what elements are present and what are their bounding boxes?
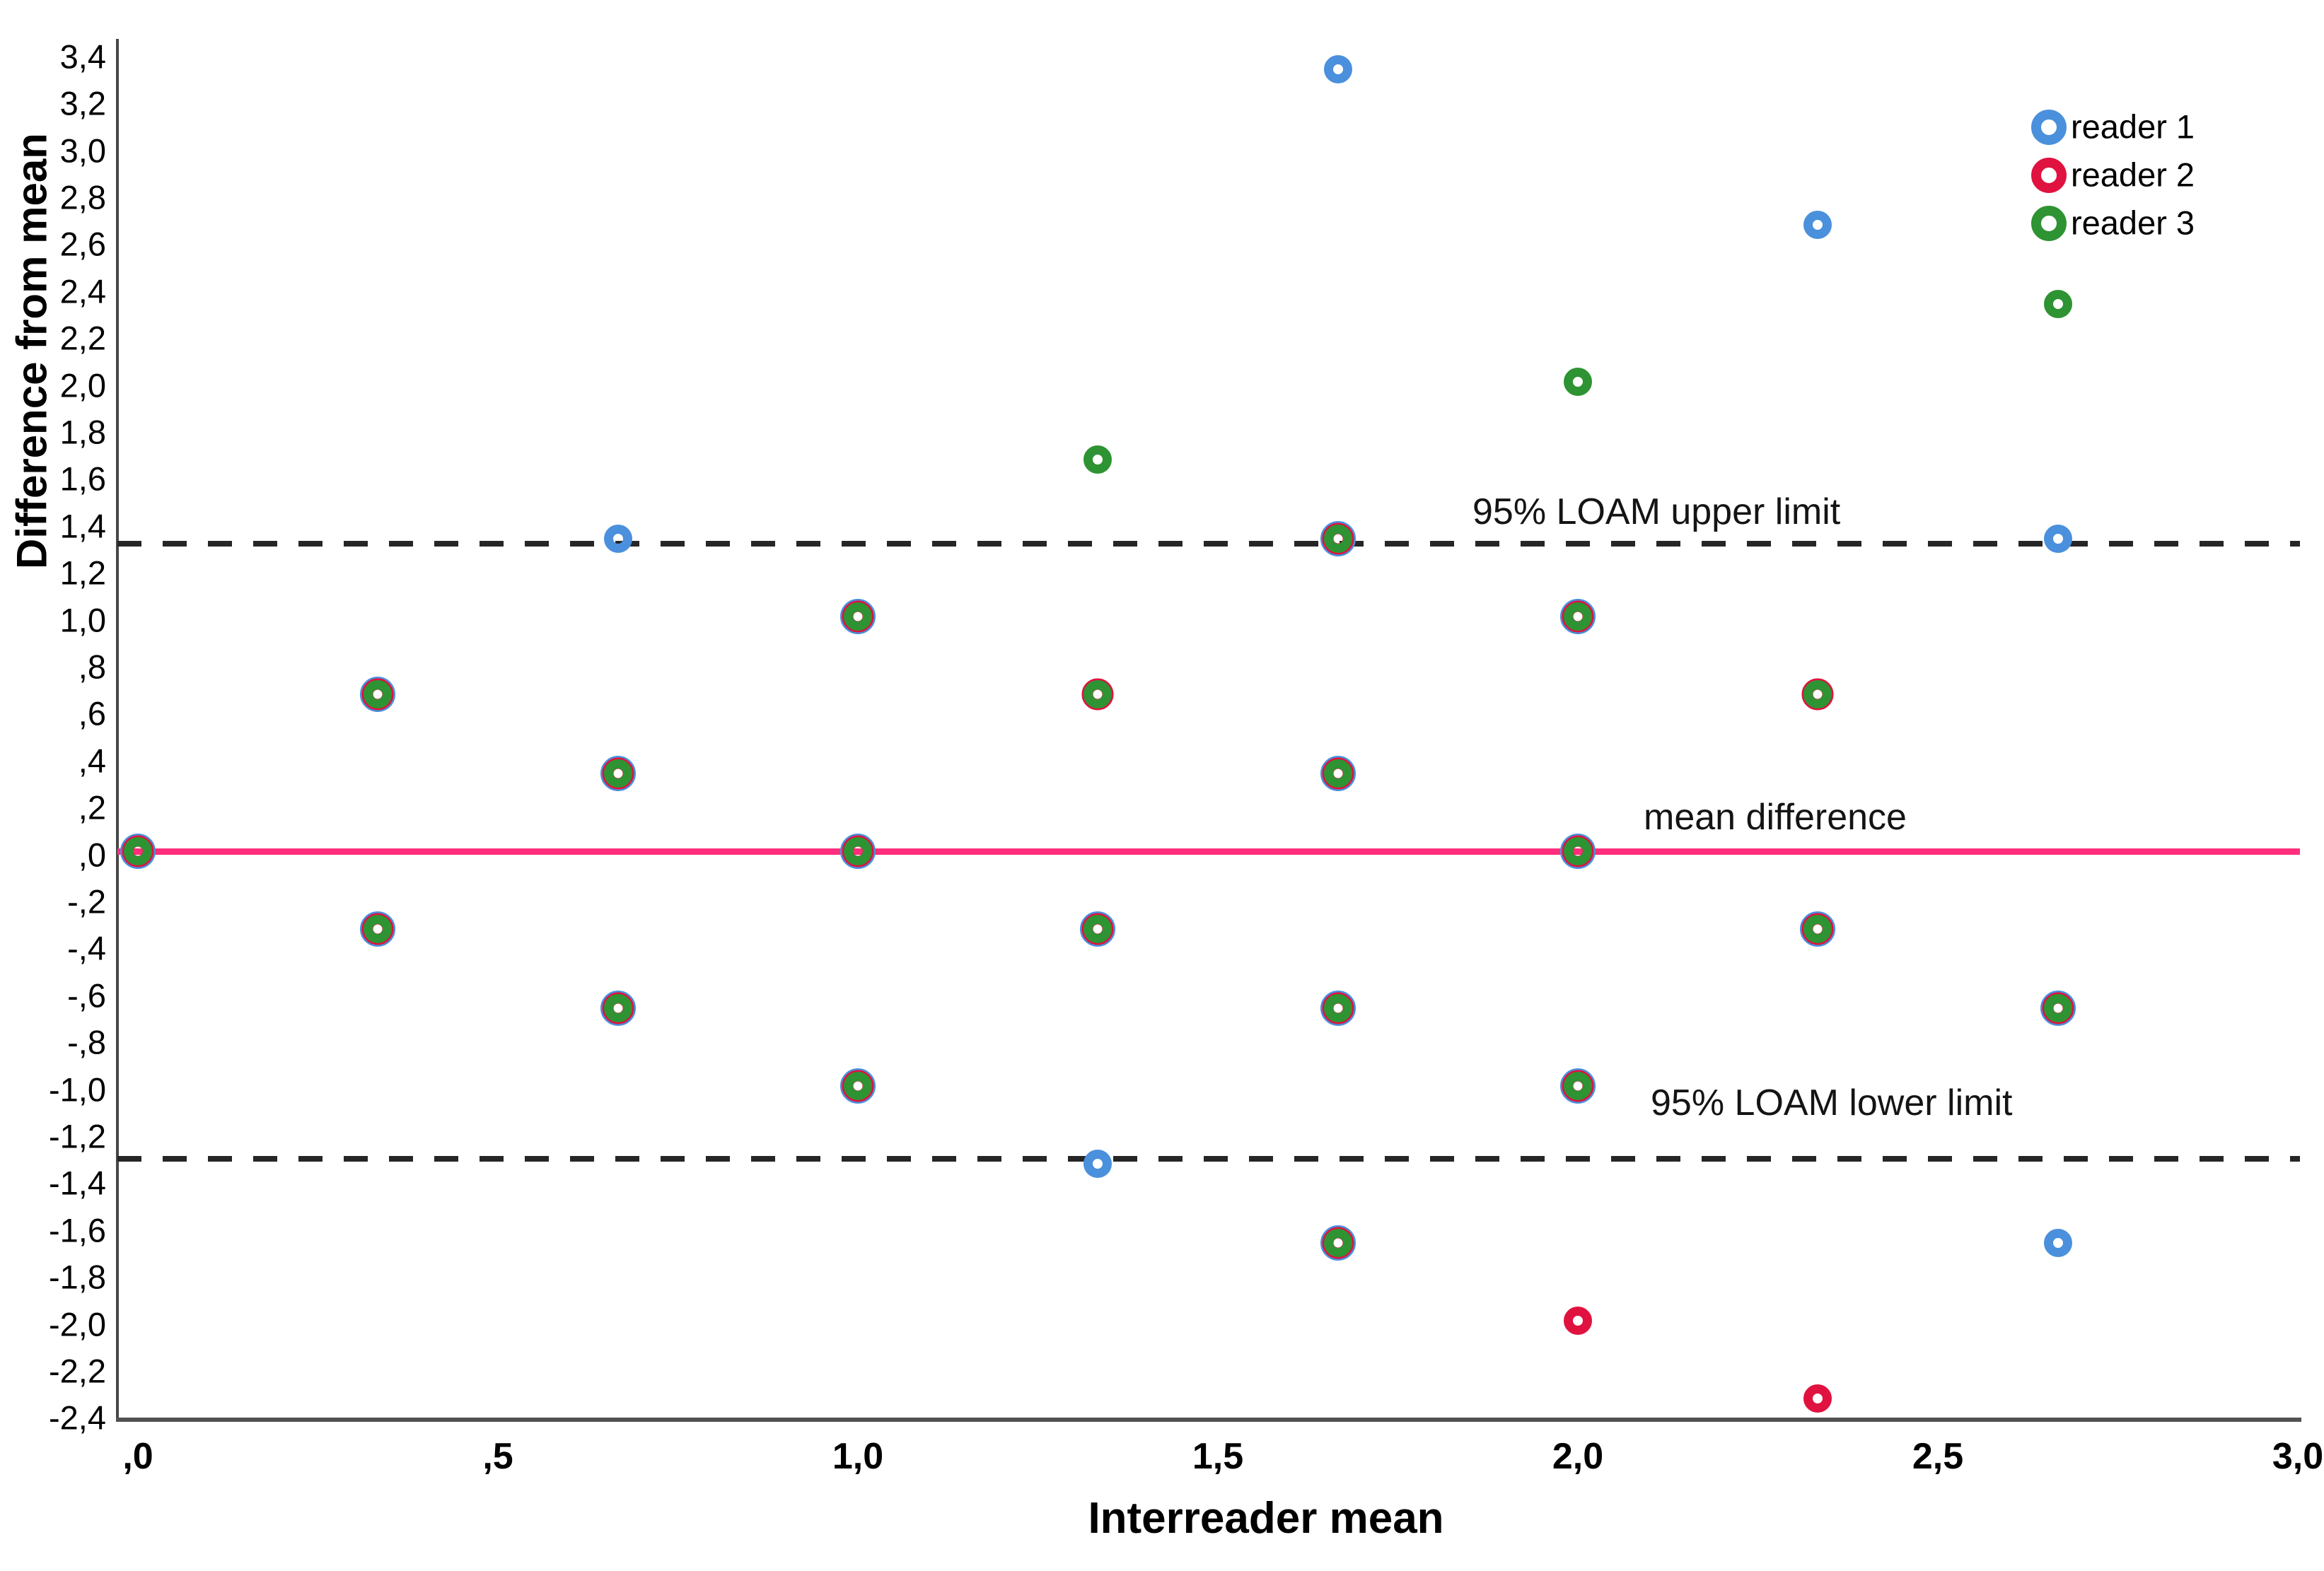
point-reader-3-x2.667-y2.35 [2044, 290, 2072, 319]
x-tick-1,0: 1,0 [832, 1436, 884, 1477]
y-tick-2,6: 2,6 [59, 225, 106, 263]
point-reader-2-x2-y-1.98 [1564, 1306, 1592, 1335]
point-reader-3-x2.333-y-0.31 [1803, 914, 1832, 943]
point-reader-3-x0-y0.02 [124, 836, 152, 865]
y-tick-,4: ,4 [78, 742, 106, 780]
point-reader-1-x2.667-y-1.65 [2044, 1229, 2072, 1258]
y-tick-,6: ,6 [78, 694, 106, 732]
y-tick--,2: -,2 [67, 882, 106, 921]
y-tick-2,0: 2,0 [59, 366, 106, 404]
x-axis-line [116, 1418, 2301, 1422]
point-reader-3-x1-y0.02 [844, 836, 872, 865]
y-tick-1,0: 1,0 [59, 600, 106, 638]
point-reader-3-x2.333-y0.69 [1803, 679, 1832, 708]
legend-swatch-reader-1 [2031, 110, 2067, 145]
legend-label-reader-3: reader 3 [2071, 204, 2195, 242]
point-reader-3-x0.667-y0.35 [604, 759, 632, 788]
x-tick-2,0: 2,0 [1552, 1436, 1604, 1477]
x-tick-,0: ,0 [122, 1436, 153, 1477]
x-tick-2,5: 2,5 [1912, 1436, 1964, 1477]
x-tick-,5: ,5 [482, 1436, 513, 1477]
x-tick-3,0: 3,0 [2272, 1436, 2324, 1477]
y-tick--1,8: -1,8 [49, 1258, 106, 1296]
point-reader-2-x2.333-y-2.31 [1803, 1384, 1832, 1413]
lower-limit-label: 95% LOAM lower limit [1651, 1082, 2013, 1123]
point-reader-3-x2-y1.02 [1564, 602, 1592, 631]
point-reader-3-x2-y-0.98 [1564, 1071, 1592, 1100]
point-reader-3-x1.667-y1.35 [1324, 525, 1352, 554]
point-reader-3-x2.667-y-0.65 [2044, 994, 2072, 1023]
y-tick-3,0: 3,0 [59, 131, 106, 169]
point-reader-3-x0.667-y-0.65 [604, 994, 632, 1023]
point-reader-1-x0.667-y1.35 [604, 525, 632, 554]
point-reader-3-x1.333-y0.69 [1083, 679, 1112, 708]
y-tick--,8: -,8 [67, 1023, 106, 1061]
y-tick-1,6: 1,6 [59, 460, 106, 498]
point-reader-3-x1.333-y1.69 [1083, 445, 1112, 474]
y-tick-,2: ,2 [78, 788, 106, 827]
point-reader-3-x2-y0.02 [1564, 836, 1592, 865]
legend-swatch-reader-2 [2031, 158, 2067, 193]
legend-label-reader-2: reader 2 [2071, 156, 2195, 194]
y-tick--2,2: -2,2 [49, 1352, 106, 1390]
point-reader-1-x2.667-y1.35 [2044, 525, 2072, 554]
point-reader-3-x1.667-y0.35 [1324, 759, 1352, 788]
upper-reference-line [117, 541, 2300, 547]
y-tick--,6: -,6 [67, 976, 106, 1015]
y-axis-title: Difference from mean [8, 133, 56, 569]
point-reader-1-x2.333-y2.69 [1803, 210, 1832, 239]
y-tick-2,8: 2,8 [59, 178, 106, 216]
mean-difference-label: mean difference [1644, 797, 1907, 838]
y-tick-2,4: 2,4 [59, 272, 106, 310]
y-tick--1,4: -1,4 [49, 1164, 106, 1202]
point-reader-1-x1.667-y3.35 [1324, 55, 1352, 84]
y-tick-1,4: 1,4 [59, 507, 106, 545]
y-tick-1,8: 1,8 [59, 413, 106, 451]
y-tick-3,2: 3,2 [59, 84, 106, 122]
x-axis-title: Interreader mean [1088, 1494, 1444, 1543]
legend-swatch-reader-3 [2031, 206, 2067, 241]
y-tick-3,4: 3,4 [59, 37, 106, 76]
y-tick--2,4: -2,4 [49, 1398, 106, 1437]
y-tick--1,0: -1,0 [49, 1070, 106, 1108]
point-reader-3-x2-y2.02 [1564, 367, 1592, 396]
y-tick-,0: ,0 [78, 835, 106, 873]
y-tick--1,2: -1,2 [49, 1117, 106, 1155]
point-reader-3-x1.667-y-1.65 [1324, 1229, 1352, 1258]
point-reader-3-x0.333-y0.69 [363, 679, 392, 708]
lower-reference-line [117, 1155, 2300, 1162]
point-reader-3-x1.333-y-0.31 [1083, 914, 1112, 943]
y-tick-,8: ,8 [78, 648, 106, 686]
y-axis-line [116, 39, 119, 1420]
mean-reference-line [117, 848, 2300, 855]
y-tick-1,2: 1,2 [59, 554, 106, 592]
x-tick-1,5: 1,5 [1192, 1436, 1244, 1477]
y-tick-2,2: 2,2 [59, 319, 106, 357]
y-tick--1,6: -1,6 [49, 1211, 106, 1249]
point-reader-3-x0.333-y-0.31 [363, 914, 392, 943]
upper-limit-label: 95% LOAM upper limit [1472, 491, 1841, 532]
y-tick--2,0: -2,0 [49, 1304, 106, 1343]
legend-label-reader-1: reader 1 [2071, 107, 2195, 146]
point-reader-3-x1.667-y-0.65 [1324, 994, 1352, 1023]
y-tick--,4: -,4 [67, 929, 106, 967]
point-reader-3-x1-y-0.98 [844, 1071, 872, 1100]
point-reader-3-x1-y1.02 [844, 602, 872, 631]
point-reader-1-x1.333-y-1.31 [1083, 1149, 1112, 1178]
